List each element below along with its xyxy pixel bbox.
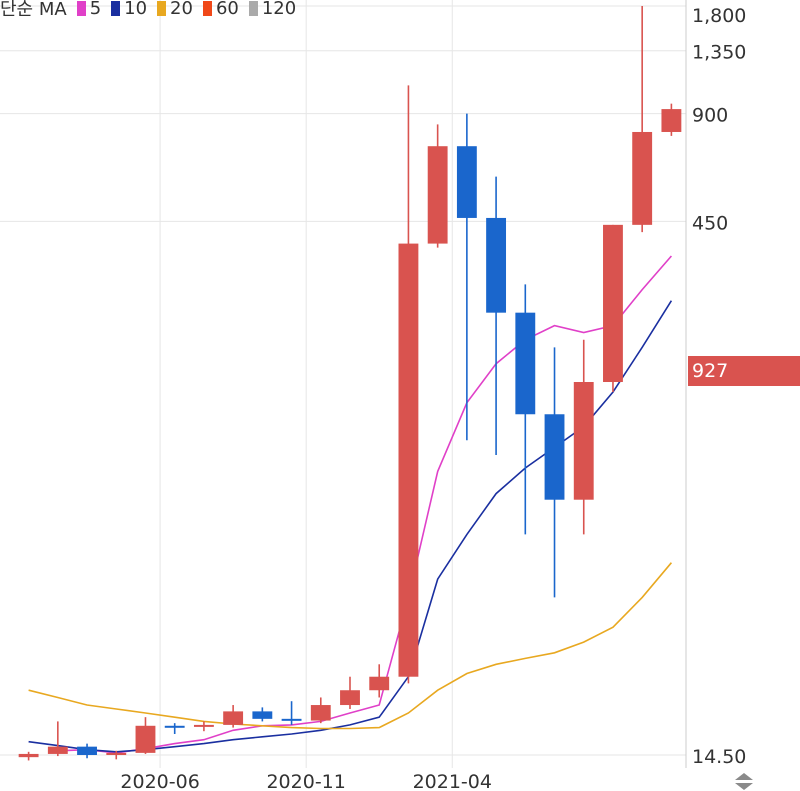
legend-label-5: 5 bbox=[89, 0, 102, 19]
legend-label-120: 120 bbox=[261, 0, 297, 19]
legend-label-10: 10 bbox=[124, 0, 148, 19]
candle-body bbox=[573, 382, 594, 500]
candle-body bbox=[252, 711, 273, 719]
candle-body bbox=[603, 224, 623, 383]
candle-body bbox=[47, 746, 68, 754]
legend-title: 단순 MA bbox=[0, 0, 67, 20]
candle-body bbox=[77, 746, 97, 755]
legend-swatch-20 bbox=[157, 0, 167, 16]
legend-label-20: 20 bbox=[170, 0, 193, 19]
candle-body bbox=[223, 711, 244, 725]
candle-body bbox=[515, 312, 536, 415]
y-tick-label: 1,800 bbox=[692, 5, 746, 27]
candle-body bbox=[135, 725, 156, 753]
legend-swatch-120 bbox=[248, 0, 258, 16]
scroll-handle-icon[interactable] bbox=[733, 772, 755, 791]
candle-body bbox=[427, 146, 448, 244]
x-tick-label: 2020-11 bbox=[266, 771, 345, 791]
grid-lines bbox=[0, 0, 687, 768]
candle-body bbox=[544, 414, 565, 500]
candle-body bbox=[632, 131, 653, 225]
x-tick-label: 2021-04 bbox=[413, 771, 492, 791]
y-tick-label: 14.50 bbox=[692, 746, 746, 768]
y-tick-label: 450 bbox=[692, 212, 728, 234]
candle-body bbox=[106, 752, 127, 755]
y-tick-label: 900 bbox=[692, 105, 728, 127]
legend-swatch-5 bbox=[76, 0, 86, 16]
legend-swatch-60 bbox=[202, 0, 212, 16]
x-axis-ticks: 2020-06 2020-11 2021-04 bbox=[120, 771, 492, 791]
candle-body bbox=[398, 243, 419, 677]
candle-body bbox=[340, 690, 360, 706]
candle-body bbox=[310, 705, 331, 721]
candle-body bbox=[193, 724, 214, 727]
candle-body bbox=[281, 718, 302, 721]
candles bbox=[18, 6, 682, 761]
y-tick-label: 1,350 bbox=[692, 42, 746, 64]
ma-line-20 bbox=[28, 562, 673, 730]
candle-body bbox=[486, 217, 507, 313]
candle-body bbox=[18, 753, 39, 758]
ma-line-5 bbox=[57, 255, 673, 754]
x-tick-label: 2020-06 bbox=[120, 771, 199, 791]
legend-label-60: 60 bbox=[215, 0, 239, 19]
candle-body bbox=[661, 109, 682, 132]
current-price-tag: 927 bbox=[688, 356, 800, 386]
legend-swatch-10 bbox=[111, 0, 121, 16]
ma-legend: 단순 MA 5 10 20 60 120 bbox=[0, 0, 302, 20]
candle-body bbox=[369, 676, 390, 691]
candle-body bbox=[456, 146, 477, 218]
candle-body bbox=[164, 725, 185, 728]
y-axis-ticks: 14.50 450 900 1,350 1,800 bbox=[692, 5, 746, 768]
